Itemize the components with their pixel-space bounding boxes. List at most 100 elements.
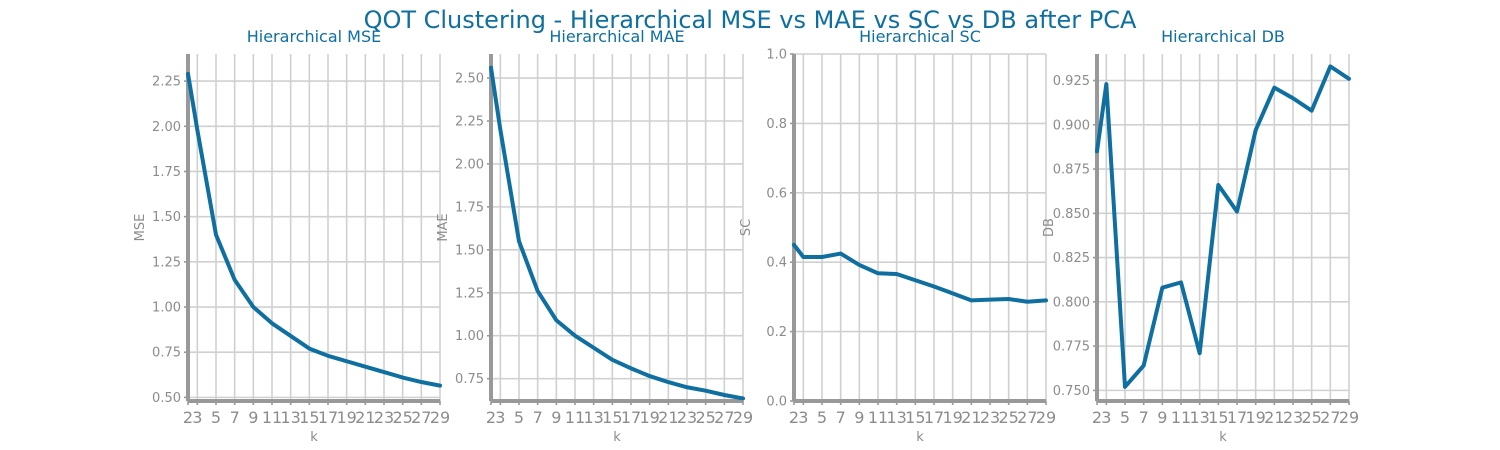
- y-tick-label: 0.6: [766, 186, 787, 201]
- subplot-4: 2 3 5 7 9 111315171921232527290.7500.7750.800…: [1042, 27, 1359, 445]
- y-tick-label: 2.25: [455, 114, 484, 129]
- x-tick-label: 5: [211, 408, 221, 427]
- x-tick-label: 23: [980, 408, 1000, 427]
- x-tick-label: 9: [248, 408, 258, 427]
- subplots: 2 3 5 7 9 111315171921232527290.500.751.001.2…: [133, 27, 1359, 445]
- y-tick-label: 0.50: [152, 391, 181, 406]
- y-axis-label: MSE: [133, 214, 148, 242]
- x-tick-label: 25: [998, 408, 1018, 427]
- y-tick-label: 0.775: [1053, 340, 1090, 355]
- x-tick-label: 13: [280, 408, 300, 427]
- x-tick-label: 3: [798, 408, 808, 427]
- x-axis-label: k: [1219, 430, 1227, 445]
- y-tick-label: 0.925: [1053, 74, 1090, 89]
- y-tick-label: 1.50: [152, 210, 181, 225]
- y-tick-label: 1.50: [455, 243, 484, 258]
- y-tick-label: 1.75: [455, 200, 484, 215]
- x-tick-label: 17: [621, 408, 641, 427]
- x-tick-label: 29: [1036, 408, 1056, 427]
- x-tick-label: 17: [318, 408, 338, 427]
- x-tick-label: 7: [533, 408, 543, 427]
- y-tick-label: 0.750: [1053, 384, 1090, 399]
- y-axis-label: SC: [739, 219, 754, 236]
- y-axis-label: MAE: [436, 213, 451, 241]
- x-tick-label: 3: [192, 408, 202, 427]
- y-tick-label: 1.0: [766, 48, 787, 63]
- x-tick-label: 9: [854, 408, 864, 427]
- y-tick-label: 2.00: [152, 120, 181, 135]
- x-tick-label: 11: [262, 408, 282, 427]
- x-tick-label: 11: [1171, 408, 1191, 427]
- y-tick-label: 1.00: [152, 301, 181, 316]
- y-tick-label: 0.850: [1053, 207, 1090, 222]
- x-tick-label: 21: [658, 408, 678, 427]
- x-tick-label: 2: [1092, 408, 1102, 427]
- x-tick-label: 7: [1139, 408, 1149, 427]
- x-tick-label: 27: [1320, 408, 1340, 427]
- x-tick-label: 27: [714, 408, 734, 427]
- x-tick-label: 27: [1017, 408, 1037, 427]
- x-tick-label: 29: [1339, 408, 1359, 427]
- subplot-title: Hierarchical SC: [859, 27, 981, 46]
- y-tick-label: 1.25: [152, 255, 181, 270]
- x-tick-label: 5: [817, 408, 827, 427]
- x-tick-label: 19: [942, 408, 962, 427]
- x-tick-label: 2: [789, 408, 799, 427]
- y-axis-label: DB: [1042, 218, 1057, 237]
- y-tick-label: 1.75: [152, 165, 181, 180]
- subplot-2: 2 3 5 7 9 111315171921232527290.751.001.251.5…: [436, 27, 753, 445]
- x-tick-label: 29: [733, 408, 753, 427]
- x-axis-label: k: [916, 430, 924, 445]
- x-axis-label: k: [310, 430, 318, 445]
- y-tick-label: 2.00: [455, 157, 484, 172]
- x-tick-label: 7: [836, 408, 846, 427]
- x-tick-label: 15: [602, 408, 622, 427]
- x-tick-label: 21: [1264, 408, 1284, 427]
- x-tick-label: 2: [183, 408, 193, 427]
- subplot-1: 2 3 5 7 9 111315171921232527290.500.751.001.2…: [133, 27, 450, 445]
- x-tick-label: 25: [392, 408, 412, 427]
- x-tick-label: 23: [374, 408, 394, 427]
- x-tick-label: 21: [961, 408, 981, 427]
- x-tick-label: 13: [1189, 408, 1209, 427]
- x-tick-label: 13: [886, 408, 906, 427]
- x-tick-label: 11: [868, 408, 888, 427]
- x-tick-label: 13: [583, 408, 603, 427]
- x-tick-label: 2: [486, 408, 496, 427]
- y-tick-label: 0.0: [766, 395, 787, 410]
- x-tick-label: 23: [677, 408, 697, 427]
- x-axis-label: k: [613, 430, 621, 445]
- subplot-title: Hierarchical MSE: [247, 27, 382, 46]
- x-tick-label: 23: [1283, 408, 1303, 427]
- x-tick-label: 25: [1301, 408, 1321, 427]
- x-tick-label: 3: [495, 408, 505, 427]
- x-tick-label: 17: [1227, 408, 1247, 427]
- figure-title: QOT Clustering - Hierarchical MSE vs MAE…: [364, 6, 1137, 34]
- y-tick-label: 2.50: [455, 72, 484, 87]
- y-tick-label: 0.75: [152, 346, 181, 361]
- x-tick-label: 15: [905, 408, 925, 427]
- x-tick-label: 17: [924, 408, 944, 427]
- x-tick-label: 15: [1208, 408, 1228, 427]
- y-tick-label: 0.8: [766, 117, 787, 132]
- y-tick-label: 0.825: [1053, 251, 1090, 266]
- subplot-title: Hierarchical MAE: [549, 27, 684, 46]
- x-tick-label: 19: [1245, 408, 1265, 427]
- subplot-title: Hierarchical DB: [1161, 27, 1285, 46]
- x-tick-label: 3: [1101, 408, 1111, 427]
- y-tick-label: 0.875: [1053, 163, 1090, 178]
- x-tick-label: 7: [230, 408, 240, 427]
- x-tick-label: 9: [1157, 408, 1167, 427]
- y-tick-label: 0.800: [1053, 295, 1090, 310]
- x-tick-label: 25: [695, 408, 715, 427]
- subplot-3: 2 3 5 7 9 111315171921232527290.00.20.40.60.8…: [739, 27, 1056, 445]
- x-tick-label: 21: [355, 408, 375, 427]
- y-tick-label: 0.4: [766, 256, 787, 271]
- y-tick-label: 2.25: [152, 75, 181, 90]
- x-tick-label: 5: [514, 408, 524, 427]
- x-tick-label: 9: [551, 408, 561, 427]
- x-tick-label: 19: [336, 408, 356, 427]
- x-tick-label: 15: [299, 408, 319, 427]
- x-tick-label: 29: [430, 408, 450, 427]
